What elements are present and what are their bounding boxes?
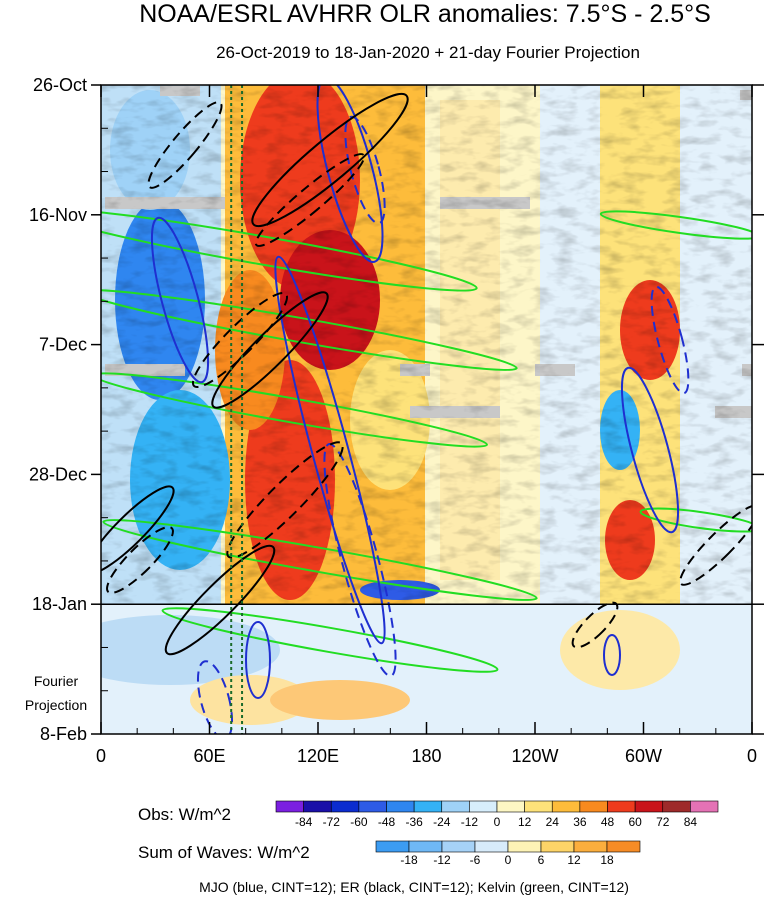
- waves-cb-tick-2: -6: [470, 853, 481, 867]
- chart-subtitle: 26-Oct-2019 to 18-Jan-2020 + 21-day Four…: [216, 43, 640, 62]
- waves-cb-tick-0: -18: [400, 853, 418, 867]
- waves-cb-swatch-1: [408, 840, 443, 853]
- obs-cb-tick-5: -24: [433, 815, 451, 829]
- y-tick-label-1: 16-Nov: [29, 205, 87, 225]
- kelvin-contours: [101, 208, 752, 673]
- obs-cb-swatch-6: [441, 800, 470, 813]
- er-contours: [101, 92, 752, 656]
- waves-colorbar-label: Sum of Waves: W/m^2: [138, 843, 310, 862]
- projection-label-line2: Projection: [25, 697, 87, 713]
- reference-lines: [230, 85, 244, 734]
- obs-cb-swatch-5: [413, 800, 443, 813]
- y-tick-label-2: 7-Dec: [39, 335, 87, 355]
- obs-cb-tick-8: 12: [518, 815, 532, 829]
- waves-cb-swatch-5: [540, 840, 575, 853]
- obs-cb-swatch-7: [469, 800, 498, 813]
- waves-cb-tick-4: 6: [538, 853, 545, 867]
- waves-colorbar: -18 -12 -6 0 6 12 18: [375, 840, 641, 867]
- obs-cb-swatch-9: [524, 800, 553, 813]
- obs-cb-swatch-10: [551, 800, 581, 813]
- y-tick-label-3: 28-Dec: [29, 464, 87, 484]
- obs-cb-swatch-13: [634, 800, 664, 813]
- x-tick-label-3: 180: [411, 746, 441, 766]
- obs-cb-tick-6: -12: [461, 815, 479, 829]
- waves-cb-tick-1: -12: [433, 853, 451, 867]
- waves-cb-tick-3: 0: [505, 853, 512, 867]
- obs-cb-swatch-2: [330, 800, 360, 813]
- wave-contours: [101, 85, 752, 734]
- waves-cb-swatch-6: [573, 840, 608, 853]
- waves-cb-swatch-7: [606, 840, 641, 853]
- x-axis: 0 60E 120E 180 120W 60W 0: [96, 85, 757, 766]
- obs-cb-swatch-15: [690, 800, 719, 813]
- obs-cb-tick-4: -36: [405, 815, 423, 829]
- x-tick-label-6: 0: [747, 746, 757, 766]
- obs-cb-swatch-14: [662, 800, 691, 813]
- waves-cb-tick-5: 12: [567, 853, 581, 867]
- projection-label-line1: Fourier: [34, 673, 79, 689]
- obs-cb-tick-10: 36: [573, 815, 587, 829]
- obs-colorbar-label: Obs: W/m^2: [138, 805, 231, 824]
- obs-cb-tick-13: 72: [656, 815, 670, 829]
- waves-cb-swatch-0: [375, 840, 410, 853]
- obs-cb-swatch-0: [275, 800, 304, 813]
- obs-cb-swatch-11: [579, 800, 608, 813]
- obs-cb-swatch-12: [607, 800, 636, 813]
- x-tick-label-2: 120E: [297, 746, 339, 766]
- waves-cb-tick-6: 18: [600, 853, 614, 867]
- obs-colorbar: -84 -72 -60 -48 -36 -24 -12 0 12 24 36 48 60 72 84: [275, 800, 719, 829]
- x-tick-label-4: 120W: [511, 746, 558, 766]
- obs-cb-tick-2: -60: [350, 815, 368, 829]
- obs-cb-tick-11: 48: [601, 815, 615, 829]
- x-tick-label-1: 60E: [193, 746, 225, 766]
- obs-cb-swatch-8: [496, 800, 525, 813]
- chart-title: NOAA/ESRL AVHRR OLR anomalies: 7.5°S - 2…: [139, 0, 711, 28]
- y-tick-label-4: 18-Jan: [32, 594, 87, 614]
- obs-cb-tick-0: -84: [295, 815, 313, 829]
- obs-cb-tick-9: 24: [546, 815, 560, 829]
- obs-cb-tick-1: -72: [323, 815, 341, 829]
- obs-cb-swatch-3: [358, 800, 387, 813]
- obs-cb-tick-14: 84: [684, 815, 698, 829]
- obs-cb-tick-12: 60: [628, 815, 642, 829]
- waves-cb-swatch-2: [441, 840, 476, 853]
- y-axis: 26-Oct 16-Nov 7-Dec 28-Dec 18-Jan 8-Feb: [29, 75, 764, 744]
- x-tick-label-5: 60W: [625, 746, 662, 766]
- x-tick-label-0: 0: [96, 746, 106, 766]
- obs-cb-swatch-4: [386, 800, 415, 813]
- footer-note: MJO (blue, CINT=12); ER (black, CINT=12)…: [199, 879, 629, 895]
- obs-cb-tick-3: -48: [378, 815, 396, 829]
- waves-cb-swatch-4: [507, 840, 542, 853]
- obs-cb-tick-7: 0: [494, 815, 501, 829]
- waves-cb-swatch-3: [474, 840, 509, 853]
- y-tick-label-5: 8-Feb: [40, 724, 87, 744]
- hovmoller-plot-area: [101, 85, 752, 734]
- obs-cb-swatch-1: [303, 800, 332, 813]
- y-tick-label-0: 26-Oct: [33, 75, 87, 95]
